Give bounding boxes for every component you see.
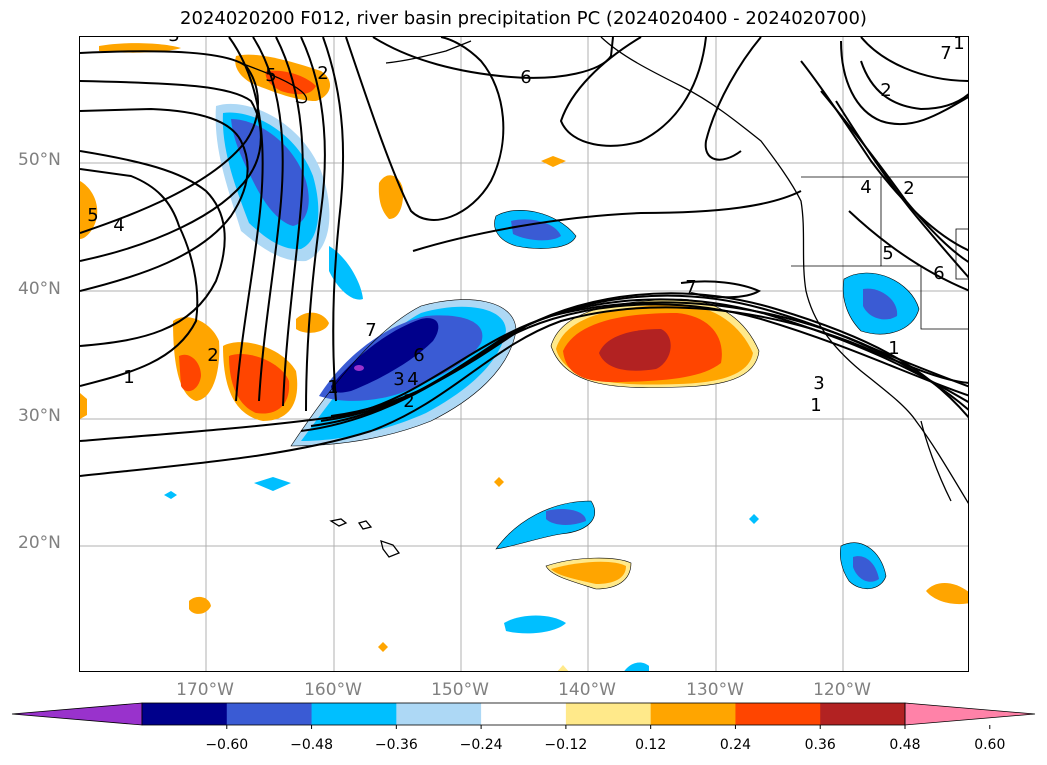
contour-label: 5	[882, 243, 893, 264]
map-canvas: 5 2 6 7 4 1 2 3 1 2 1 7 6 4 3 2 1 7 3 1 …	[80, 37, 968, 671]
colorbar-tick-label: 0.24	[720, 737, 751, 753]
contour-label: 1	[810, 395, 821, 416]
colorbar-segment	[142, 703, 228, 725]
colorbar-segment	[396, 703, 482, 725]
borders	[791, 176, 968, 330]
colorbar-tick-label: 0.60	[974, 737, 1005, 753]
lat-label-20n: 20°N	[18, 533, 61, 553]
colorbar-tick-label: −0.24	[460, 737, 503, 753]
contour-label: 2	[403, 391, 414, 412]
contour-label: 5	[87, 205, 98, 226]
colorbar-tick-label: 0.48	[889, 737, 920, 753]
colorbar-segment	[820, 703, 906, 725]
negative-anomaly-fills	[164, 103, 919, 671]
contour-label: 1	[888, 338, 899, 359]
lon-label-140w: 140°W	[558, 680, 616, 700]
colorbar-segment	[311, 703, 397, 725]
contour-label: 7	[365, 320, 376, 341]
lat-label-50n: 50°N	[18, 150, 61, 170]
contour-label: 1	[953, 37, 964, 54]
contour-label: 1	[327, 377, 338, 398]
contour-label: 7	[685, 277, 696, 298]
colorbar-tick-label: −0.60	[205, 737, 248, 753]
contour-label: 6	[520, 67, 531, 88]
colorbar-tick-label: −0.36	[375, 737, 418, 753]
colorbar: −0.60 −0.48 −0.36 −0.24 −0.12 0.12 0.24 0.36 0.4…	[11, 702, 1036, 753]
contour-label: 4	[113, 215, 124, 236]
contour-label: 5	[265, 65, 276, 86]
contour-label: 3	[393, 369, 404, 390]
colorbar-segment	[565, 703, 652, 725]
contour-label: 6	[933, 263, 944, 284]
lat-label-40n: 40°N	[18, 279, 61, 299]
contour-label: 3	[813, 373, 824, 394]
contour-label: 1	[123, 367, 134, 388]
colorbar-segment	[735, 703, 821, 725]
contour-label: 4	[407, 369, 418, 390]
contour-label: 2	[880, 80, 891, 101]
lon-label-150w: 150°W	[431, 680, 489, 700]
colorbar-extend-high	[904, 702, 1036, 726]
contour-label: 2	[207, 345, 218, 366]
colorbar-tick-label: 0.12	[635, 737, 666, 753]
contour-label: 7	[940, 43, 951, 64]
colorbar-tick-label: −0.12	[544, 737, 587, 753]
colorbar-segment	[481, 703, 567, 725]
contour-lines	[80, 37, 968, 477]
colorbar-segment	[226, 703, 313, 725]
coastlines	[240, 37, 968, 558]
contour-label-group: 5 2 6 7 4 1 2 3 1 2 1 7 6 4 3 2 1 7 3 1 …	[87, 37, 964, 416]
colorbar-segment	[650, 703, 736, 725]
lat-label-30n: 30°N	[18, 406, 61, 426]
map-title: 2024020200 F012, river basin precipitati…	[180, 8, 867, 29]
colorbar-segments	[11, 702, 1036, 726]
lon-label-170w: 170°W	[176, 680, 234, 700]
contour-label: 2	[317, 63, 328, 84]
contour-label: 6	[413, 345, 424, 366]
colorbar-border	[141, 702, 906, 726]
contour-label: 3	[168, 37, 179, 46]
map-panel: 5 2 6 7 4 1 2 3 1 2 1 7 6 4 3 2 1 7 3 1 …	[79, 36, 969, 672]
positive-anomaly-fills	[80, 43, 968, 671]
colorbar-tick-label: −0.48	[290, 737, 333, 753]
colorbar-extend-low	[11, 702, 143, 726]
colorbar-ticks: −0.60 −0.48 −0.36 −0.24 −0.12 0.12 0.24 0.36 0.4…	[205, 725, 1005, 753]
contour-label: 2	[903, 178, 914, 199]
contour-label: 4	[860, 177, 871, 198]
lon-label-130w: 130°W	[686, 680, 744, 700]
lon-label-120w: 120°W	[813, 680, 871, 700]
colorbar-tick-label: 0.36	[805, 737, 836, 753]
lon-label-160w: 160°W	[304, 680, 362, 700]
